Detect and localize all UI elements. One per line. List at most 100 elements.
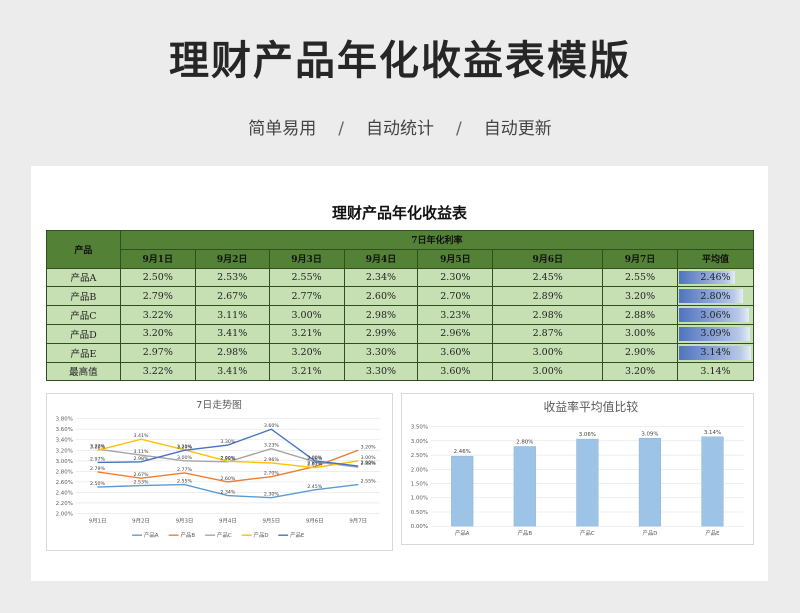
average-value: 2.46%	[700, 271, 731, 283]
rate-cell: 3.41%	[194, 323, 270, 344]
tag-separator: /	[456, 119, 462, 139]
data-label: 2.89%	[307, 461, 323, 467]
rate-cell: 2.30%	[417, 267, 494, 288]
x-tick-label: 产品C	[580, 529, 595, 537]
y-tick-label: 0.50%	[411, 510, 428, 516]
rate-cell: 3.00%	[602, 323, 678, 344]
y-tick-label: 3.20%	[56, 448, 73, 454]
series-line-2	[97, 449, 359, 483]
rate-cell: 2.96%	[417, 323, 494, 344]
x-tick-label: 9月2日	[132, 517, 150, 524]
page-title: 理财产品年化收益表模版	[169, 38, 631, 84]
bar-data-label: 2.80%	[516, 440, 533, 446]
data-label: 3.30%	[220, 439, 236, 445]
rate-cell: 3.20%	[268, 342, 345, 363]
average-value: 2.80%	[700, 290, 731, 302]
rate-cell: 3.60%	[417, 342, 494, 363]
rate-cell: 3.21%	[268, 323, 345, 344]
rate-cell: 2.87%	[492, 323, 604, 344]
tag-easy: 简单易用	[248, 119, 317, 139]
data-label: 2.88%	[361, 461, 377, 467]
row-product-name: 产品D	[46, 323, 121, 344]
x-tick-label: 9月3日	[176, 517, 194, 524]
max-cell: 3.30%	[343, 361, 419, 382]
data-label: 3.20%	[90, 444, 106, 450]
bar-data-label: 2.46%	[454, 449, 471, 455]
tag-auto-update: 自动更新	[483, 119, 552, 139]
y-tick-label: 3.80%	[56, 417, 73, 423]
header-group: 7日年化利率	[119, 230, 755, 250]
y-tick-label: 0.00%	[411, 524, 428, 530]
bar	[638, 437, 662, 527]
row-product-name: 产品C	[46, 305, 121, 325]
data-label: 3.11%	[134, 449, 150, 455]
x-tick-label: 9月7日	[349, 517, 367, 524]
data-label: 2.97%	[90, 456, 106, 462]
rate-cell: 2.99%	[343, 323, 419, 344]
average-value: 3.09%	[700, 328, 731, 340]
yield-table: 产品 7日年化利率 9月1日 9月2日 9月3日 9月4日 9月5日 9月6日 9月7日 平均…	[46, 230, 755, 382]
rate-cell: 2.45%	[492, 267, 604, 288]
average-cell: 3.09%	[677, 323, 754, 344]
bar	[576, 438, 599, 527]
max-average-cell: 3.14%	[677, 361, 754, 382]
header-date: 9月6日	[492, 248, 604, 269]
rate-cell: 2.89%	[492, 286, 604, 307]
data-label: 2.98%	[220, 456, 236, 462]
y-tick-label: 2.20%	[56, 501, 73, 507]
line-chart: 7日走势图 2.00% 2.20% 2.40% 2.60% 2.80% 3.00% 3.20%…	[46, 393, 393, 551]
average-cell: 2.80%	[677, 286, 754, 307]
data-label: 2.79%	[90, 466, 106, 472]
data-label: 2.45%	[307, 484, 323, 490]
max-cell: 3.21%	[268, 361, 345, 382]
rate-cell: 3.20%	[602, 286, 678, 307]
x-tick-label: 产品E	[705, 529, 720, 537]
series-line-5	[97, 428, 359, 467]
legend-label: 产品B	[181, 531, 196, 539]
header-date: 9月7日	[602, 248, 678, 269]
header-average: 平均值	[677, 248, 754, 269]
average-data-bar	[679, 289, 744, 304]
average-data-bar	[679, 326, 750, 341]
data-label: 2.55%	[361, 479, 377, 485]
x-tick-label: 产品D	[642, 529, 657, 537]
data-label: 2.96%	[264, 457, 280, 463]
bar	[513, 446, 536, 527]
legend-label: 产品E	[290, 531, 305, 539]
bar-data-label: 3.14%	[704, 430, 721, 436]
data-label: 3.20%	[361, 444, 377, 450]
data-label: 3.00%	[177, 455, 193, 461]
table-row: 产品A 2.50% 2.53% 2.55% 2.34% 2.30% 2.45% 2.55% 2.…	[46, 267, 754, 288]
rate-cell: 3.23%	[417, 305, 494, 325]
table-body: 产品A 2.50% 2.53% 2.55% 2.34% 2.30% 2.45% 2.55% 2.…	[46, 267, 754, 382]
rate-cell: 3.11%	[194, 305, 270, 325]
spreadsheet-preview: 理财产品年化收益表 产品 7日年化利率 9月1日 9月2日 9月3日 9月4日 9月5日…	[31, 166, 768, 581]
data-label: 3.20%	[177, 444, 193, 450]
x-tick-label: 9月1日	[89, 517, 107, 524]
legend-label: 产品A	[144, 531, 159, 539]
average-cell: 2.46%	[677, 267, 754, 288]
data-label: 2.55%	[177, 479, 193, 485]
y-tick-label: 2.00%	[411, 467, 428, 473]
rate-cell: 2.98%	[492, 305, 604, 325]
bar-chart-title: 收益率平均值比较	[544, 400, 639, 414]
rate-cell: 2.34%	[343, 267, 419, 288]
row-product-name: 产品A	[46, 267, 121, 288]
average-cell: 3.14%	[677, 342, 754, 363]
data-label: 3.21%	[177, 444, 193, 450]
data-label: 2.99%	[220, 455, 236, 461]
header-date: 9月5日	[417, 248, 494, 269]
rate-cell: 2.90%	[602, 342, 678, 363]
data-label: 2.60%	[220, 476, 236, 482]
max-cell: 3.20%	[602, 361, 678, 382]
rate-cell: 3.00%	[492, 342, 604, 363]
rate-cell: 3.00%	[268, 305, 345, 325]
data-label: 3.22%	[90, 443, 106, 449]
tag-auto-stat: 自动统计	[366, 119, 434, 139]
header-date: 9月3日	[268, 248, 345, 269]
rate-cell: 2.88%	[602, 305, 678, 325]
rate-cell: 2.67%	[194, 286, 270, 307]
data-label: 2.34%	[220, 490, 236, 496]
x-tick-label: 产品B	[518, 529, 533, 537]
tag-separator: /	[338, 119, 344, 139]
